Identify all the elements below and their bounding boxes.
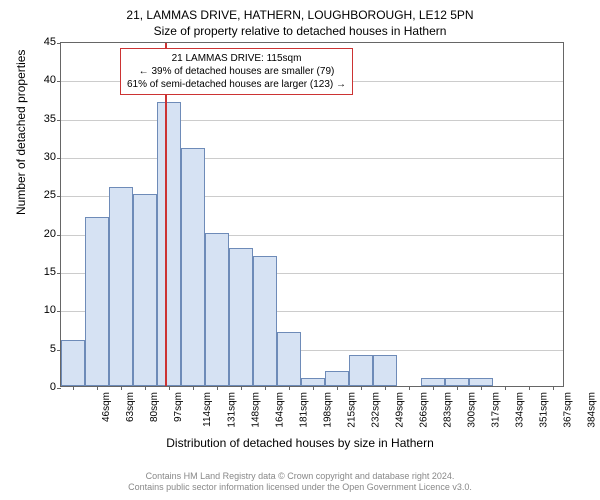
ytick-label: 20 bbox=[26, 228, 56, 240]
ytick-label: 0 bbox=[26, 381, 56, 393]
xtick-mark bbox=[241, 386, 242, 390]
footer-line-2: Contains public sector information licen… bbox=[0, 482, 600, 494]
ytick-label: 10 bbox=[26, 304, 56, 316]
footer-line-1: Contains HM Land Registry data © Crown c… bbox=[0, 471, 600, 483]
ytick-mark bbox=[57, 120, 61, 121]
ytick-label: 5 bbox=[26, 343, 56, 355]
histogram-bar bbox=[373, 355, 397, 386]
histogram-bar bbox=[421, 378, 445, 386]
xtick-label: 80sqm bbox=[149, 392, 160, 422]
histogram-bar bbox=[301, 378, 325, 386]
xtick-label: 63sqm bbox=[125, 392, 136, 422]
ytick-mark bbox=[57, 158, 61, 159]
title-line-2: Size of property relative to detached ho… bbox=[0, 24, 600, 38]
ytick-mark bbox=[57, 273, 61, 274]
histogram-bar bbox=[277, 332, 301, 386]
xtick-label: 334sqm bbox=[515, 392, 526, 428]
xtick-label: 384sqm bbox=[587, 392, 598, 428]
xtick-mark bbox=[481, 386, 482, 390]
histogram-bar bbox=[133, 194, 157, 386]
xtick-label: 148sqm bbox=[251, 392, 262, 428]
annotation-line: ← 39% of detached houses are smaller (79… bbox=[127, 65, 346, 78]
histogram-bar bbox=[157, 102, 181, 386]
xtick-mark bbox=[193, 386, 194, 390]
ytick-label: 40 bbox=[26, 74, 56, 86]
ytick-label: 45 bbox=[26, 36, 56, 48]
xtick-mark bbox=[169, 386, 170, 390]
xtick-mark bbox=[553, 386, 554, 390]
xtick-mark bbox=[505, 386, 506, 390]
xtick-label: 46sqm bbox=[101, 392, 112, 422]
gridline bbox=[61, 158, 563, 159]
xtick-mark bbox=[289, 386, 290, 390]
ytick-mark bbox=[57, 235, 61, 236]
annotation-line: 21 LAMMAS DRIVE: 115sqm bbox=[127, 52, 346, 65]
xtick-label: 97sqm bbox=[173, 392, 184, 422]
ytick-mark bbox=[57, 43, 61, 44]
histogram-bar bbox=[469, 378, 493, 386]
ytick-mark bbox=[57, 311, 61, 312]
xtick-label: 164sqm bbox=[275, 392, 286, 428]
xtick-label: 114sqm bbox=[202, 392, 213, 427]
x-axis-label: Distribution of detached houses by size … bbox=[0, 436, 600, 450]
histogram-bar bbox=[181, 148, 205, 386]
histogram-bar bbox=[109, 187, 133, 386]
xtick-label: 351sqm bbox=[539, 392, 550, 428]
xtick-label: 317sqm bbox=[491, 392, 502, 428]
histogram-bar bbox=[325, 371, 349, 386]
histogram-bar bbox=[253, 256, 277, 386]
xtick-label: 232sqm bbox=[371, 392, 382, 428]
xtick-label: 215sqm bbox=[347, 392, 358, 428]
xtick-label: 367sqm bbox=[563, 392, 574, 428]
xtick-mark bbox=[385, 386, 386, 390]
histogram-bar bbox=[349, 355, 373, 386]
xtick-mark bbox=[361, 386, 362, 390]
xtick-mark bbox=[337, 386, 338, 390]
footer-attribution: Contains HM Land Registry data © Crown c… bbox=[0, 471, 600, 494]
histogram-bar bbox=[61, 340, 85, 386]
xtick-label: 181sqm bbox=[299, 392, 310, 428]
gridline bbox=[61, 120, 563, 121]
xtick-mark bbox=[457, 386, 458, 390]
xtick-mark bbox=[265, 386, 266, 390]
xtick-label: 249sqm bbox=[395, 392, 406, 428]
histogram-bar bbox=[85, 217, 109, 386]
xtick-mark bbox=[433, 386, 434, 390]
xtick-mark bbox=[97, 386, 98, 390]
xtick-label: 131sqm bbox=[227, 392, 238, 428]
xtick-mark bbox=[313, 386, 314, 390]
xtick-mark bbox=[121, 386, 122, 390]
xtick-label: 300sqm bbox=[467, 392, 478, 428]
xtick-label: 266sqm bbox=[419, 392, 430, 428]
xtick-mark bbox=[409, 386, 410, 390]
xtick-label: 283sqm bbox=[443, 392, 454, 428]
annotation-line: 61% of semi-detached houses are larger (… bbox=[127, 78, 346, 91]
ytick-label: 25 bbox=[26, 189, 56, 201]
ytick-label: 35 bbox=[26, 113, 56, 125]
histogram-bar bbox=[445, 378, 469, 386]
annotation-box: 21 LAMMAS DRIVE: 115sqm← 39% of detached… bbox=[120, 48, 353, 95]
xtick-mark bbox=[217, 386, 218, 390]
histogram-bar bbox=[205, 233, 229, 386]
ytick-label: 30 bbox=[26, 151, 56, 163]
title-line-1: 21, LAMMAS DRIVE, HATHERN, LOUGHBOROUGH,… bbox=[0, 8, 600, 22]
ytick-label: 15 bbox=[26, 266, 56, 278]
xtick-mark bbox=[73, 386, 74, 390]
xtick-mark bbox=[529, 386, 530, 390]
histogram-bar bbox=[229, 248, 253, 386]
ytick-mark bbox=[57, 388, 61, 389]
ytick-mark bbox=[57, 196, 61, 197]
ytick-mark bbox=[57, 81, 61, 82]
xtick-mark bbox=[145, 386, 146, 390]
xtick-label: 198sqm bbox=[323, 392, 334, 428]
